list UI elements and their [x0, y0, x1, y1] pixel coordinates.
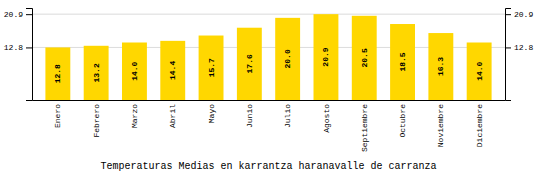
tick: Abril — [168, 104, 177, 128]
tick-mark — [26, 47, 32, 48]
data-labels: 12.8 13.2 14.0 14.4 15.7 17.6 20.0 20.9 20.5 18.5… — [53, 47, 483, 83]
tick-label: Diciembre — [475, 104, 484, 147]
tick-label: Noviembre — [436, 104, 445, 147]
data-label: 20.9 — [321, 47, 330, 66]
chart: 12.8 13.2 14.0 14.4 15.7 17.6 20.0 20.9 20.5 18.5… — [0, 0, 537, 174]
tick: Diciembre — [475, 104, 484, 147]
tick: Mayo — [207, 104, 216, 123]
tick: Noviembre — [436, 104, 445, 147]
bar — [199, 36, 224, 100]
tick-label: Julio — [283, 104, 292, 128]
bar — [428, 33, 453, 100]
tick-label: 20.9 — [4, 10, 23, 19]
tick-label: Octubre — [398, 104, 407, 138]
data-label: 18.5 — [398, 52, 407, 71]
tick-label: 20.9 — [514, 10, 533, 19]
plot: 12.8 13.2 14.0 14.4 15.7 17.6 20.0 20.9 20.5 18.5… — [4, 9, 534, 153]
bar — [352, 16, 377, 100]
bar — [122, 43, 147, 101]
tick-label: Mayo — [207, 104, 216, 123]
data-label: 12.8 — [53, 64, 62, 83]
tick-label: Abril — [168, 104, 177, 128]
y-axis: 12.8 20.9 — [505, 9, 533, 101]
data-label: 20.0 — [283, 49, 292, 68]
grid-line — [32, 14, 505, 15]
tick-label: 12.8 — [4, 43, 23, 52]
bar — [390, 24, 415, 100]
tick-label: 12.8 — [514, 43, 533, 52]
data-label: 14.0 — [130, 61, 139, 80]
tick: Agosto — [322, 104, 331, 133]
data-label: 14.0 — [475, 61, 484, 80]
axis-line — [33, 100, 506, 101]
bar — [467, 43, 492, 101]
tick-label: Agosto — [322, 104, 331, 133]
data-label: 14.4 — [168, 61, 177, 80]
tick-mark — [505, 47, 511, 48]
tick-label: Marzo — [130, 104, 139, 128]
bar — [84, 46, 109, 100]
tick: Julio — [283, 104, 292, 128]
bars — [45, 14, 491, 100]
tick-mark — [26, 14, 32, 15]
x-axis: Enero Febrero Marzo Abril Mayo Junio Julio Agos… — [33, 101, 506, 153]
bar — [314, 14, 339, 100]
bar — [275, 18, 300, 100]
tick: Junio — [245, 104, 254, 128]
tick: Octubre — [398, 104, 407, 138]
tick-label: Febrero — [92, 104, 101, 138]
data-label: 16.3 — [436, 57, 445, 76]
y-axis: 12.8 20.9 — [4, 9, 33, 101]
tick: 20.9 — [4, 10, 32, 19]
data-label: 17.6 — [245, 54, 254, 73]
bar — [237, 28, 262, 100]
tick: 12.8 — [4, 43, 32, 52]
tick-mark — [505, 14, 511, 15]
data-label: 15.7 — [207, 58, 216, 77]
bar — [45, 47, 70, 100]
axis-line — [506, 9, 512, 101]
data-label: 13.2 — [92, 63, 101, 82]
tick: 12.8 — [505, 43, 533, 52]
tick-label: Enero — [53, 104, 62, 128]
bar — [160, 41, 185, 100]
data-label: 20.5 — [360, 48, 369, 67]
tick-label: Septiembre — [360, 104, 369, 152]
tick: Febrero — [92, 104, 101, 138]
tick: Enero — [53, 104, 62, 128]
tick: 20.9 — [505, 10, 533, 19]
title: Temperaturas Medias en karrantza haranav… — [100, 161, 436, 172]
tick: Marzo — [130, 104, 139, 128]
tick: Septiembre — [360, 104, 369, 152]
tick-label: Junio — [245, 104, 254, 128]
axis-line — [26, 9, 33, 101]
